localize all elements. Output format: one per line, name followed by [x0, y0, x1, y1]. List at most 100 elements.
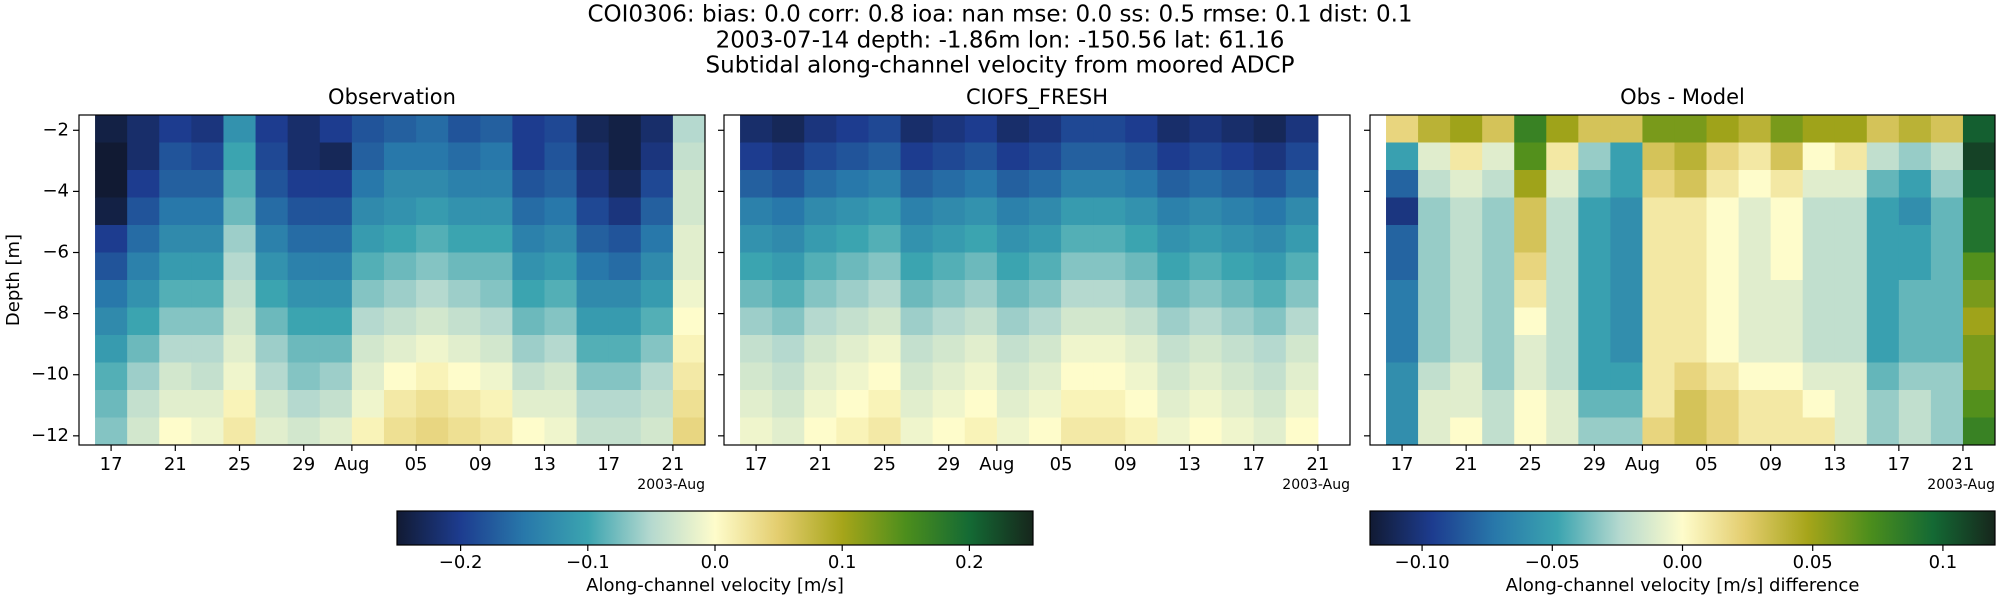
heatmap-cell [1221, 225, 1255, 253]
heatmap-cell [191, 225, 224, 253]
heatmap-cell [640, 362, 674, 391]
heatmap-cell [1450, 252, 1483, 281]
heatmap-cell [512, 362, 545, 391]
heatmap-cell [608, 307, 642, 336]
colorbar-tick-label: 0.1 [828, 552, 857, 573]
heatmap-cell [191, 142, 224, 171]
heatmap-cell [1157, 307, 1190, 336]
heatmap-cell [1093, 252, 1126, 281]
heatmap-cell [287, 197, 321, 226]
heatmap-cell [672, 390, 706, 418]
heatmap-cell [1802, 362, 1836, 391]
heatmap-cell [127, 362, 160, 391]
heatmap-cell [740, 115, 773, 143]
heatmap-cell [1802, 115, 1836, 143]
heatmap-cell [1028, 390, 1062, 418]
heatmap-cell [544, 170, 578, 198]
heatmap-cell [1738, 362, 1772, 391]
heatmap-cell [772, 417, 805, 446]
heatmap-cell [868, 170, 902, 198]
heatmap-cell [1189, 307, 1223, 336]
heatmap-cell [1642, 390, 1675, 418]
heatmap-cell [932, 362, 966, 391]
x-offset-label: 2003-Aug [1927, 477, 1995, 493]
heatmap-cell [127, 390, 160, 418]
heatmap-cell [1386, 417, 1419, 446]
heatmap-cell [287, 362, 321, 391]
heatmap-cell [319, 417, 353, 446]
heatmap-cell [1514, 417, 1547, 446]
colorbar-tick-label: 0.0 [701, 552, 730, 573]
heatmap-cell [1093, 280, 1126, 308]
heatmap-cell [1930, 390, 1964, 418]
heatmap-cell [95, 115, 128, 143]
heatmap-cell [1834, 335, 1868, 363]
heatmap-cell [1125, 142, 1158, 171]
heatmap-cell [1930, 280, 1964, 308]
heatmap-cell [1674, 362, 1708, 391]
heatmap-cell [608, 390, 642, 418]
heatmap-cell [255, 252, 289, 281]
heatmap-cell [480, 252, 513, 281]
heatmap-cell [1061, 362, 1094, 391]
heatmap-cell [1285, 225, 1319, 253]
heatmap-cell [1930, 142, 1964, 171]
heatmap-cell [900, 390, 934, 418]
heatmap-cell [1642, 115, 1675, 143]
heatmap-cell [1802, 142, 1836, 171]
heatmap-cell [416, 197, 449, 226]
heatmap-cell [1028, 197, 1062, 226]
heatmap-cell [1578, 307, 1611, 336]
heatmap-cell [1125, 417, 1158, 446]
heatmap-cell [1962, 390, 1996, 418]
heatmap-cell [1061, 417, 1094, 446]
heatmap-cell [836, 335, 869, 363]
heatmap-cell [1028, 252, 1062, 281]
y-axis-label: Depth [m] [3, 234, 24, 326]
heatmap-cell [351, 335, 385, 363]
heatmap-cell [480, 390, 513, 418]
panel-title: Observation [328, 85, 456, 109]
heatmap-cell [1738, 252, 1772, 281]
heatmap-cell [996, 225, 1030, 253]
heatmap-cell [1386, 362, 1419, 391]
heatmap-cell [964, 115, 998, 143]
heatmap-cell [1482, 362, 1515, 391]
heatmap-cell [772, 307, 805, 336]
heatmap-cell [95, 280, 128, 308]
heatmap-cell [191, 362, 224, 391]
heatmap-cell [1125, 362, 1158, 391]
heatmap-cell [1962, 307, 1996, 336]
heatmap-cell [255, 390, 289, 418]
heatmap-cell [1546, 362, 1579, 391]
heatmap-cell [1125, 390, 1158, 418]
heatmap-cell [1157, 170, 1190, 198]
heatmap-cell [223, 307, 257, 336]
heatmap-cell [1514, 280, 1547, 308]
heatmap-cell [448, 335, 481, 363]
heatmap-cell [1125, 170, 1158, 198]
heatmap-cell [255, 170, 289, 198]
heatmap-cell [1578, 170, 1611, 198]
heatmap-cell [1285, 142, 1319, 171]
heatmap-cell [1674, 417, 1708, 446]
x-offset-label: 2003-Aug [1282, 477, 1350, 493]
heatmap-cell [416, 252, 449, 281]
heatmap-cell [1930, 115, 1964, 143]
heatmap-cell [319, 115, 353, 143]
heatmap-cell [996, 417, 1030, 446]
heatmap-cell [287, 280, 321, 308]
heatmap-cell [996, 362, 1030, 391]
heatmap-cell [1418, 417, 1451, 446]
heatmap-cell [1221, 390, 1255, 418]
heatmap-cell [1674, 280, 1708, 308]
heatmap-cell [127, 335, 160, 363]
heatmap-cell [1802, 170, 1836, 198]
x-tick-label: 29 [292, 454, 315, 475]
heatmap-cell [480, 362, 513, 391]
heatmap-cell [1770, 170, 1804, 198]
heatmap-cell [1834, 362, 1868, 391]
heatmap-cell [1450, 197, 1483, 226]
heatmap-cell [1386, 280, 1419, 308]
x-tick-label: 17 [1242, 454, 1265, 475]
